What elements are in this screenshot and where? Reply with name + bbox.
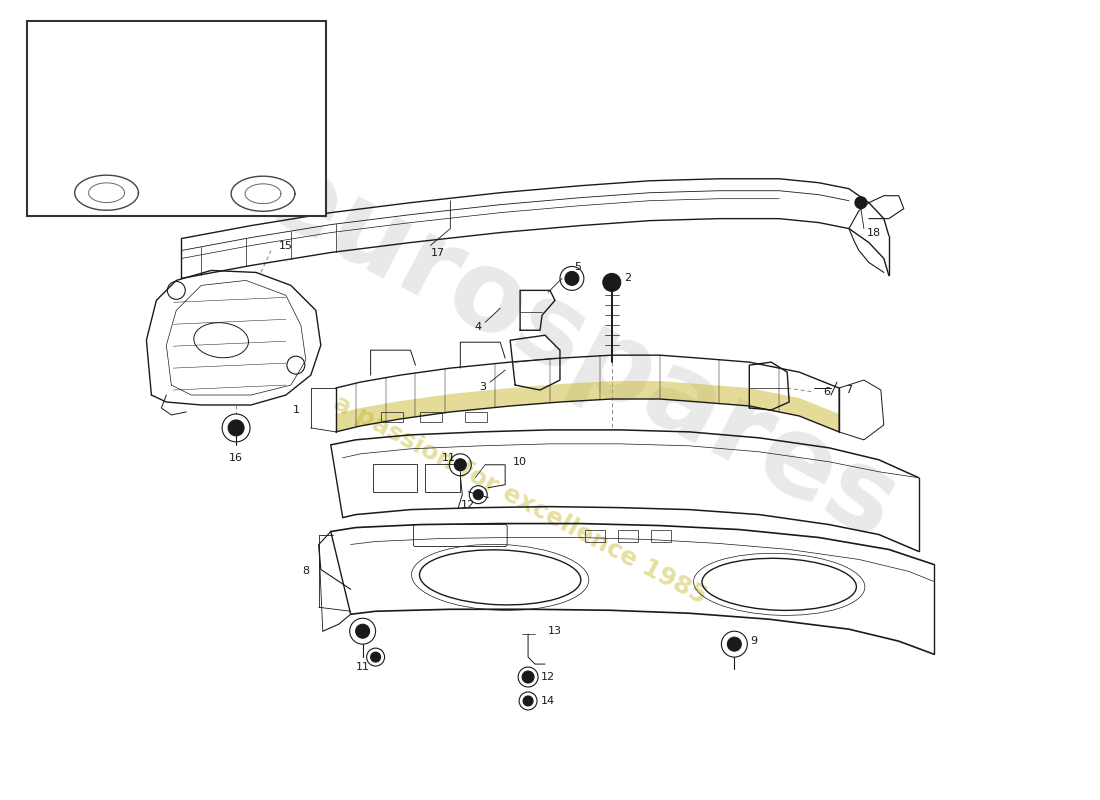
Bar [650, 530, 671, 542]
Bar [426, 464, 460, 492]
Bar [26, 22, 326, 216]
Text: 18: 18 [867, 227, 881, 238]
Text: eurospares: eurospares [244, 138, 915, 562]
Circle shape [522, 671, 535, 683]
Text: 7: 7 [846, 385, 852, 395]
Text: 6: 6 [824, 387, 830, 397]
Bar [381, 412, 403, 422]
Text: 15: 15 [279, 241, 293, 250]
Circle shape [355, 624, 370, 638]
Bar [585, 530, 605, 542]
Text: 13: 13 [548, 626, 562, 636]
Bar [420, 412, 442, 422]
Text: 12: 12 [461, 500, 475, 510]
Bar [373, 464, 418, 492]
Text: 14: 14 [541, 696, 556, 706]
Circle shape [855, 197, 867, 209]
Text: 11: 11 [441, 453, 455, 462]
Circle shape [228, 420, 244, 436]
Circle shape [371, 652, 381, 662]
Text: 3: 3 [478, 382, 486, 392]
Text: 9: 9 [750, 636, 758, 646]
Text: 12: 12 [541, 672, 556, 682]
Text: 1: 1 [293, 405, 299, 415]
Text: 11: 11 [355, 662, 370, 672]
Circle shape [565, 271, 579, 286]
Bar [618, 530, 638, 542]
Text: 17: 17 [431, 247, 446, 258]
Text: 4: 4 [475, 322, 482, 332]
Text: 2: 2 [624, 274, 631, 283]
Circle shape [454, 458, 466, 470]
Circle shape [473, 490, 483, 500]
Text: a passion for excellence 1985: a passion for excellence 1985 [329, 390, 711, 609]
Circle shape [524, 696, 534, 706]
Text: 5: 5 [574, 262, 582, 273]
Bar [465, 412, 487, 422]
Polygon shape [336, 381, 839, 432]
Circle shape [603, 274, 620, 291]
Text: 16: 16 [229, 453, 243, 462]
Text: 10: 10 [513, 457, 527, 466]
Text: 8: 8 [302, 566, 309, 577]
Circle shape [727, 637, 741, 651]
